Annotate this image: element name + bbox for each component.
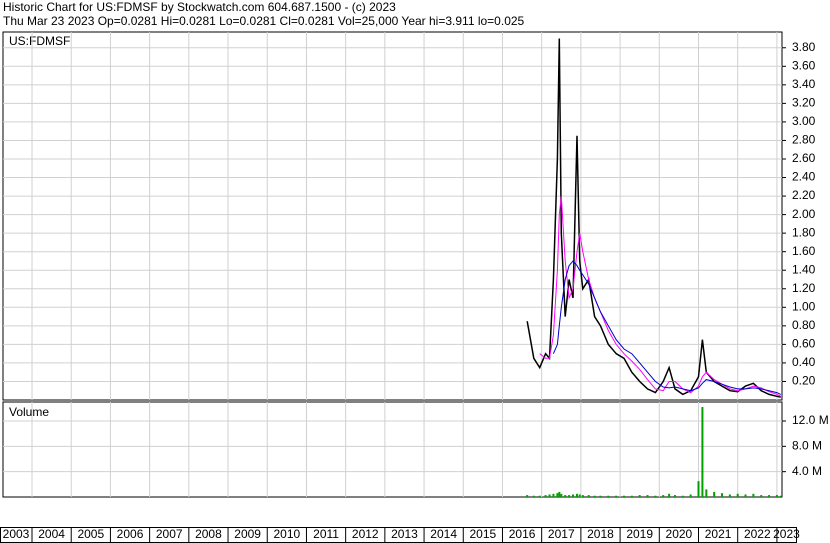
volume-bar [564,495,567,497]
volume-bar [575,493,578,497]
volume-bar [552,493,555,497]
y-tick-label: 1.80 [792,225,816,239]
volume-bar [713,491,716,497]
y-tick-label: 0.60 [792,337,816,351]
volume-bar [587,495,590,497]
volume-bar [668,493,671,497]
volume-bar [599,495,602,497]
volume-bar [768,495,771,497]
x-tick-label: 2017 [548,527,575,541]
x-tick-label: 2021 [705,527,732,541]
y-tick-label: 2.40 [792,170,816,184]
y-tick-label: 8.0 M [792,439,822,453]
volume-bar [689,494,692,497]
x-tick-label: 2012 [352,527,379,541]
y-tick-label: 0.20 [792,374,816,388]
volume-bar [728,494,731,497]
x-tick-label: 2015 [470,527,497,541]
y-tick-label: 1.40 [792,262,816,276]
volume-bar [581,495,584,497]
volume-bar [752,493,755,497]
x-tick-label: 2013 [391,527,418,541]
y-tick-label: 1.60 [792,244,816,258]
volume-bar [721,493,724,497]
volume-bar [615,495,618,497]
y-tick-label: 2.20 [792,188,816,202]
x-tick-label: 2003 [3,527,30,541]
volume-bar [623,495,626,497]
volume-bar [760,495,763,497]
volume-bar [532,495,535,497]
x-tick-label: 2006 [117,527,144,541]
price-panel [2,31,783,401]
volume-bar [572,494,575,497]
volume-bar [662,495,665,497]
y-tick-label: 2.00 [792,207,816,221]
header-title: Historic Chart for US:FDMSF by Stockwatc… [3,0,396,14]
y-tick-label: 0.40 [792,355,816,369]
volume-bar [538,495,541,497]
volume-bar [705,489,708,497]
volume-bar [775,495,778,497]
y-tick-label: 3.40 [792,77,816,91]
volume-bar [630,495,633,497]
volume-title: Volume [9,405,49,419]
x-tick-label: 2010 [273,527,300,541]
volume-bar [681,495,684,497]
volume-bar [560,493,563,497]
x-tick-label: 2011 [313,527,339,541]
y-tick-label: 12.0 M [792,413,829,427]
volume-bar [673,495,676,497]
x-tick-label: 2020 [666,527,693,541]
x-tick-label: 2007 [156,527,183,541]
price-line [526,38,781,398]
y-tick-label: 1.20 [792,281,816,295]
volume-bar [558,491,561,497]
volume-bar [697,481,700,497]
price-title: US:FDMSF [9,34,70,48]
volume-bar [568,495,571,497]
y-tick-label: 2.80 [792,133,816,147]
y-tick-label: 2.60 [792,151,816,165]
volume-panel [2,401,783,498]
y-tick-label: 3.60 [792,58,816,72]
y-tick-label: 4.0 M [792,464,822,478]
volume-bar [779,495,782,497]
volume-bar [578,494,581,497]
volume-bar [744,494,747,497]
x-tick-label: 2016 [509,527,536,541]
y-tick-label: 0.80 [792,318,816,332]
x-tick-label: 2019 [626,527,653,541]
volume-bar [556,493,559,497]
y-tick-label: 3.20 [792,96,816,110]
header-quote: Thu Mar 23 2023 Op=0.0281 Hi=0.0281 Lo=0… [3,14,525,28]
volume-bar [607,495,610,497]
volume-bar [654,495,657,497]
volume-bar [701,407,704,497]
y-tick-label: 1.00 [792,299,816,313]
volume-bar [544,495,547,497]
x-tick-label: 2014 [430,527,457,541]
y-tick-label: 3.80 [792,40,816,54]
x-tick-label: 2005 [77,527,104,541]
price-line [539,196,782,397]
volume-bar [593,495,596,497]
price-line [552,260,782,395]
volume-bar [526,495,529,497]
volume-bar [646,495,649,497]
x-tick-label: 2009 [234,527,261,541]
x-tick-label: 2008 [195,527,222,541]
x-tick-label: 2018 [587,527,614,541]
x-tick-label: 2023 [773,527,800,541]
y-tick-label: 3.00 [792,114,816,128]
volume-bar [548,494,551,497]
volume-bar [638,495,641,497]
x-tick-label: 2022 [744,527,771,541]
x-tick-label: 2004 [38,527,65,541]
volume-bar [736,493,739,497]
